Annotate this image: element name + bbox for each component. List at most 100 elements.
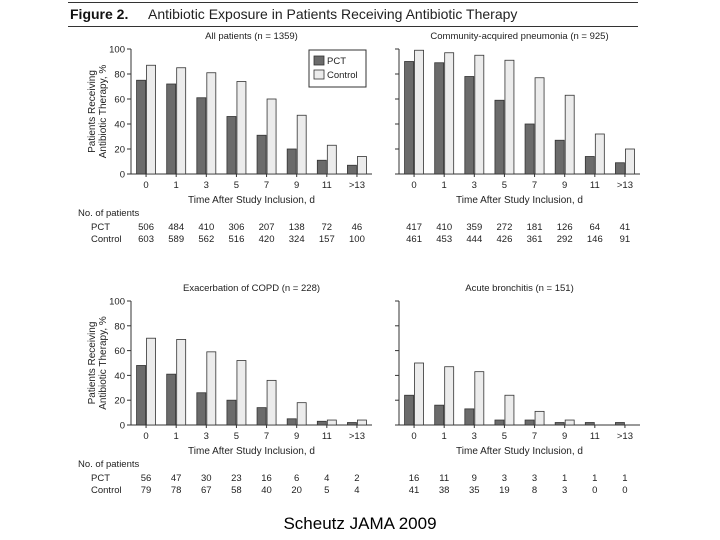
bar-control->13 [357, 419, 367, 426]
bar-pct-5 [494, 99, 505, 175]
bar-control-5 [236, 81, 247, 175]
figure-label: Figure 2. [70, 6, 128, 22]
patients-count: 157 [319, 234, 335, 245]
x-tick-label: 9 [294, 180, 299, 191]
patients-count: 9 [472, 473, 477, 484]
bar-control->13 [625, 148, 635, 175]
bar-pct-7 [524, 419, 535, 426]
legend-label-pct: PCT [327, 56, 346, 67]
x-tick-label: 7 [532, 431, 537, 442]
x-tick-label: 7 [532, 180, 537, 191]
patients-count: 79 [141, 485, 152, 496]
bar-pct-11 [316, 159, 327, 175]
patients-count: 410 [198, 222, 214, 233]
bar-control-3 [474, 54, 485, 175]
patients-count: 484 [168, 222, 184, 233]
y-tick-label: 0 [120, 170, 125, 181]
bar-pct-11 [584, 422, 595, 426]
bar-control-0 [414, 49, 424, 175]
bar-control-9 [564, 419, 575, 426]
x-tick-label: >13 [617, 180, 633, 191]
figure-title-rule [68, 26, 638, 27]
x-tick-label: 7 [264, 180, 269, 191]
bar-control-1 [176, 67, 187, 175]
patients-count: 324 [289, 234, 305, 245]
y-tick-label: 60 [114, 346, 125, 357]
patients-count: 20 [291, 485, 302, 496]
patients-count: 16 [409, 473, 420, 484]
patients-header: No. of patients [78, 208, 140, 219]
x-tick-label: 0 [143, 431, 148, 442]
patients-count: 19 [499, 485, 510, 496]
patients-count: 72 [322, 222, 333, 233]
bar-pct-9 [554, 139, 565, 175]
x-tick-label: 0 [143, 180, 148, 191]
chart-panel-1: All patients (n = 1359)020406080100Patie… [78, 31, 372, 245]
patients-count: 40 [261, 485, 272, 496]
bar-pct-5 [226, 116, 237, 175]
patients-count: 306 [229, 222, 245, 233]
x-tick-label: >13 [349, 180, 365, 191]
x-tick-label: 11 [590, 431, 600, 442]
patients-count: 410 [436, 222, 452, 233]
chart-panel-2: Community-acquired pneumonia (n = 925) 0 1… [395, 31, 640, 245]
x-tick-label: 5 [502, 431, 507, 442]
patients-count: 272 [497, 222, 513, 233]
legend-swatch-pct [313, 55, 325, 66]
x-axis-label: Time After Study Inclusion, d [456, 195, 583, 206]
patients-count: 138 [289, 222, 305, 233]
patients-count: 11 [439, 473, 449, 484]
panel-title: Community-acquired pneumonia (n = 925) [430, 31, 608, 42]
patients-count: 603 [138, 234, 154, 245]
patients-count: 444 [466, 234, 482, 245]
panel-title: Acute bronchitis (n = 151) [465, 283, 574, 294]
patients-count: 4 [354, 485, 359, 496]
patients-count: 8 [532, 485, 537, 496]
x-tick-label: 7 [264, 431, 269, 442]
patients-count: 426 [497, 234, 513, 245]
patients-count: 41 [620, 222, 631, 233]
patients-count: 453 [436, 234, 452, 245]
bar-pct-3 [464, 76, 475, 175]
bar-control-1 [444, 366, 455, 426]
x-tick-label: 9 [294, 431, 299, 442]
patients-count: 146 [587, 234, 603, 245]
bar-pct-5 [494, 419, 505, 426]
x-tick-label: 9 [562, 180, 567, 191]
patients-count: 100 [349, 234, 365, 245]
patients-row-label: Control [91, 234, 122, 245]
patients-count: 359 [466, 222, 482, 233]
bar-control-0 [414, 362, 424, 426]
patients-count: 47 [171, 473, 182, 484]
x-tick-label: 3 [204, 180, 209, 191]
panel-title: Exacerbation of COPD (n = 228) [183, 283, 320, 294]
legend-label-control: Control [327, 70, 358, 81]
bar-control-7 [534, 410, 545, 426]
y-tick-label: 80 [114, 70, 125, 81]
x-tick-label: 3 [472, 431, 477, 442]
x-tick-label: 11 [590, 180, 600, 191]
bar-pct-0 [136, 365, 146, 426]
x-tick-label: 0 [411, 180, 416, 191]
bar-control->13 [357, 156, 367, 175]
figure-canvas: Figure 2. Antibiotic Exposure in Patient… [70, 6, 640, 496]
bar-pct->13 [615, 162, 625, 175]
bar-control-0 [146, 64, 156, 175]
bar-pct-5 [226, 399, 237, 426]
x-axis-label: Time After Study Inclusion, d [456, 446, 583, 457]
bar-control-7 [266, 379, 277, 426]
patients-count: 3 [532, 473, 537, 484]
x-tick-label: 5 [502, 180, 507, 191]
patients-count: 207 [259, 222, 275, 233]
y-tick-label: 20 [114, 396, 125, 407]
patients-count: 3 [502, 473, 507, 484]
x-tick-label: 1 [442, 180, 447, 191]
bar-control-7 [266, 98, 277, 175]
patients-count: 589 [168, 234, 184, 245]
bar-control-5 [504, 394, 515, 426]
patients-count: 5 [324, 485, 329, 496]
bar-control-9 [564, 94, 575, 175]
bar-pct-9 [286, 148, 297, 175]
x-tick-label: 11 [322, 180, 332, 191]
x-tick-label: >13 [617, 431, 633, 442]
